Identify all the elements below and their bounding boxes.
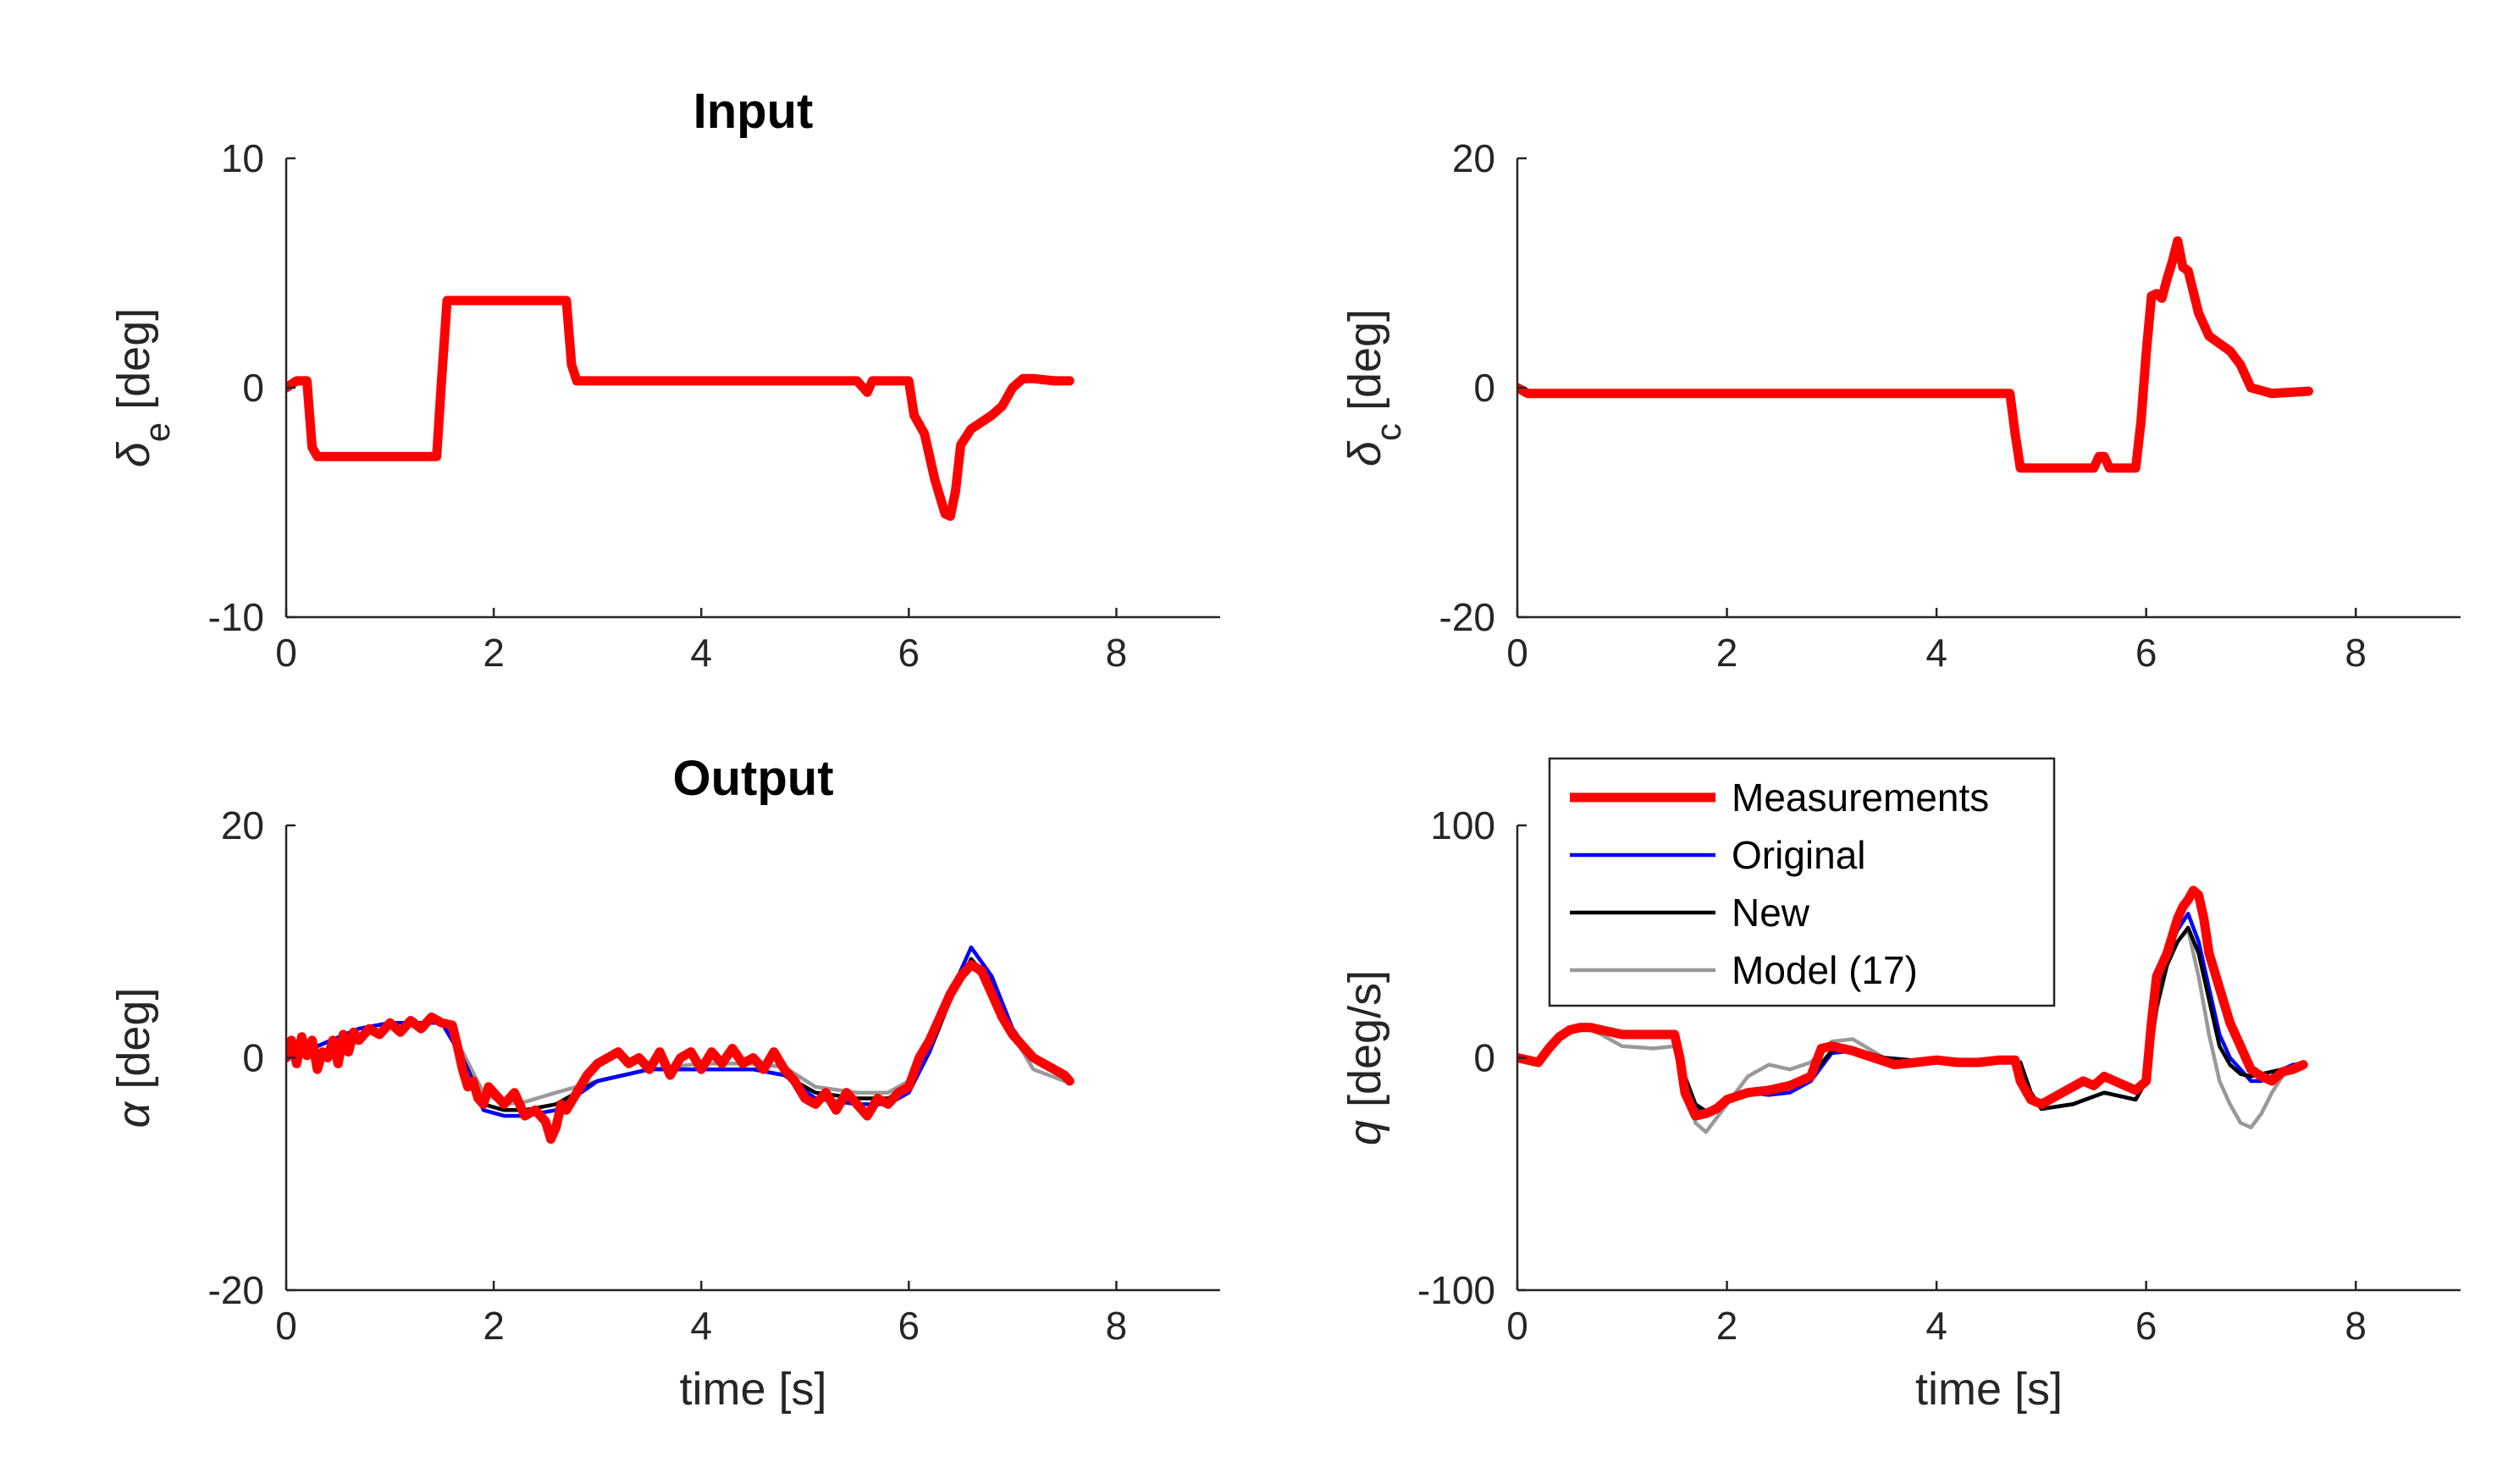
x-tick-label: 8 [1106,631,1128,675]
legend-item: New [1570,891,1810,935]
x-tick-label: 6 [2135,1304,2157,1348]
series-group [286,945,1074,1145]
series-group [1517,236,2313,473]
y-axis-label-unit: [deg] [108,988,159,1102]
x-tick-label: 6 [898,631,920,675]
y-tick-label: 100 [1430,803,1495,847]
x-tick-label: 8 [1106,1304,1128,1348]
y-axis-label-symbol: α [108,1100,159,1128]
series-line-measurements [286,960,1074,1145]
x-tick-label: 0 [1506,1304,1528,1348]
legend-label: Measurements [1732,775,1989,819]
x-tick-label: 4 [1925,631,1947,675]
x-tick-label: 2 [483,631,505,675]
x-tick-label: 0 [1506,631,1528,675]
y-axis-label: δc [deg] [1340,309,1408,466]
x-tick-label: 4 [690,1304,712,1348]
y-tick-label: 0 [1473,366,1495,410]
y-tick-label: 20 [221,803,264,847]
x-tick-label: 0 [275,1304,297,1348]
x-tick-label: 8 [2345,631,2367,675]
legend: Measurements Original New Model (17) [1548,757,2056,1007]
panel-title: Input [693,84,814,139]
x-tick-label: 0 [275,631,297,675]
y-tick-label: -10 [208,595,264,639]
x-tick-label: 6 [2135,631,2157,675]
y-axis-label-subscript: e [137,422,177,442]
legend-item: Model (17) [1570,948,1918,992]
y-axis-label: δe [deg] [108,308,177,467]
x-axis-label: time [s] [1915,1364,2063,1415]
series-line-original [286,945,1067,1118]
y-tick-label: 0 [242,1036,264,1080]
series-line-measurements [1517,236,2313,473]
legend-item: Original [1570,833,1866,877]
series-line-measurements [1517,885,2308,1121]
x-tick-label: 4 [1925,1304,1947,1348]
y-tick-label: -20 [208,1268,264,1312]
y-axis-label-unit: [deg/s] [1340,970,1390,1120]
legend-label: New [1732,891,1810,935]
y-tick-label: -100 [1417,1268,1495,1312]
x-tick-label: 2 [1716,631,1738,675]
y-axis-label-symbol: δ [1340,440,1390,466]
y-tick-label: -20 [1439,595,1495,639]
panel-title: Output [672,751,833,806]
y-tick-label: 0 [242,366,264,410]
series-group [1517,885,2308,1134]
series-group [286,295,1074,521]
legend-item: Measurements [1570,775,1989,819]
series-line-measurements [286,295,1074,521]
y-axis-label: q [deg/s] [1340,970,1390,1145]
y-axis-label-unit: [deg] [108,308,159,422]
legend-label: Model (17) [1732,948,1918,992]
y-axis-label-symbol: δ [108,441,159,467]
x-tick-label: 8 [2345,1304,2367,1348]
y-tick-label: 20 [1452,136,1495,180]
y-axis-label: α [deg] [108,988,159,1128]
x-tick-label: 4 [690,631,712,675]
x-axis-label: time [s] [679,1364,826,1415]
y-axis-label-unit: [deg] [1340,309,1390,423]
x-tick-label: 2 [1716,1304,1738,1348]
x-tick-label: 6 [898,1304,920,1348]
y-axis-label-subscript: c [1368,423,1408,441]
y-tick-label: 0 [1473,1036,1495,1080]
y-tick-label: 10 [221,136,264,180]
y-axis-label-symbol: q [1340,1120,1390,1145]
x-tick-label: 2 [483,1304,505,1348]
legend-label: Original [1732,833,1866,877]
